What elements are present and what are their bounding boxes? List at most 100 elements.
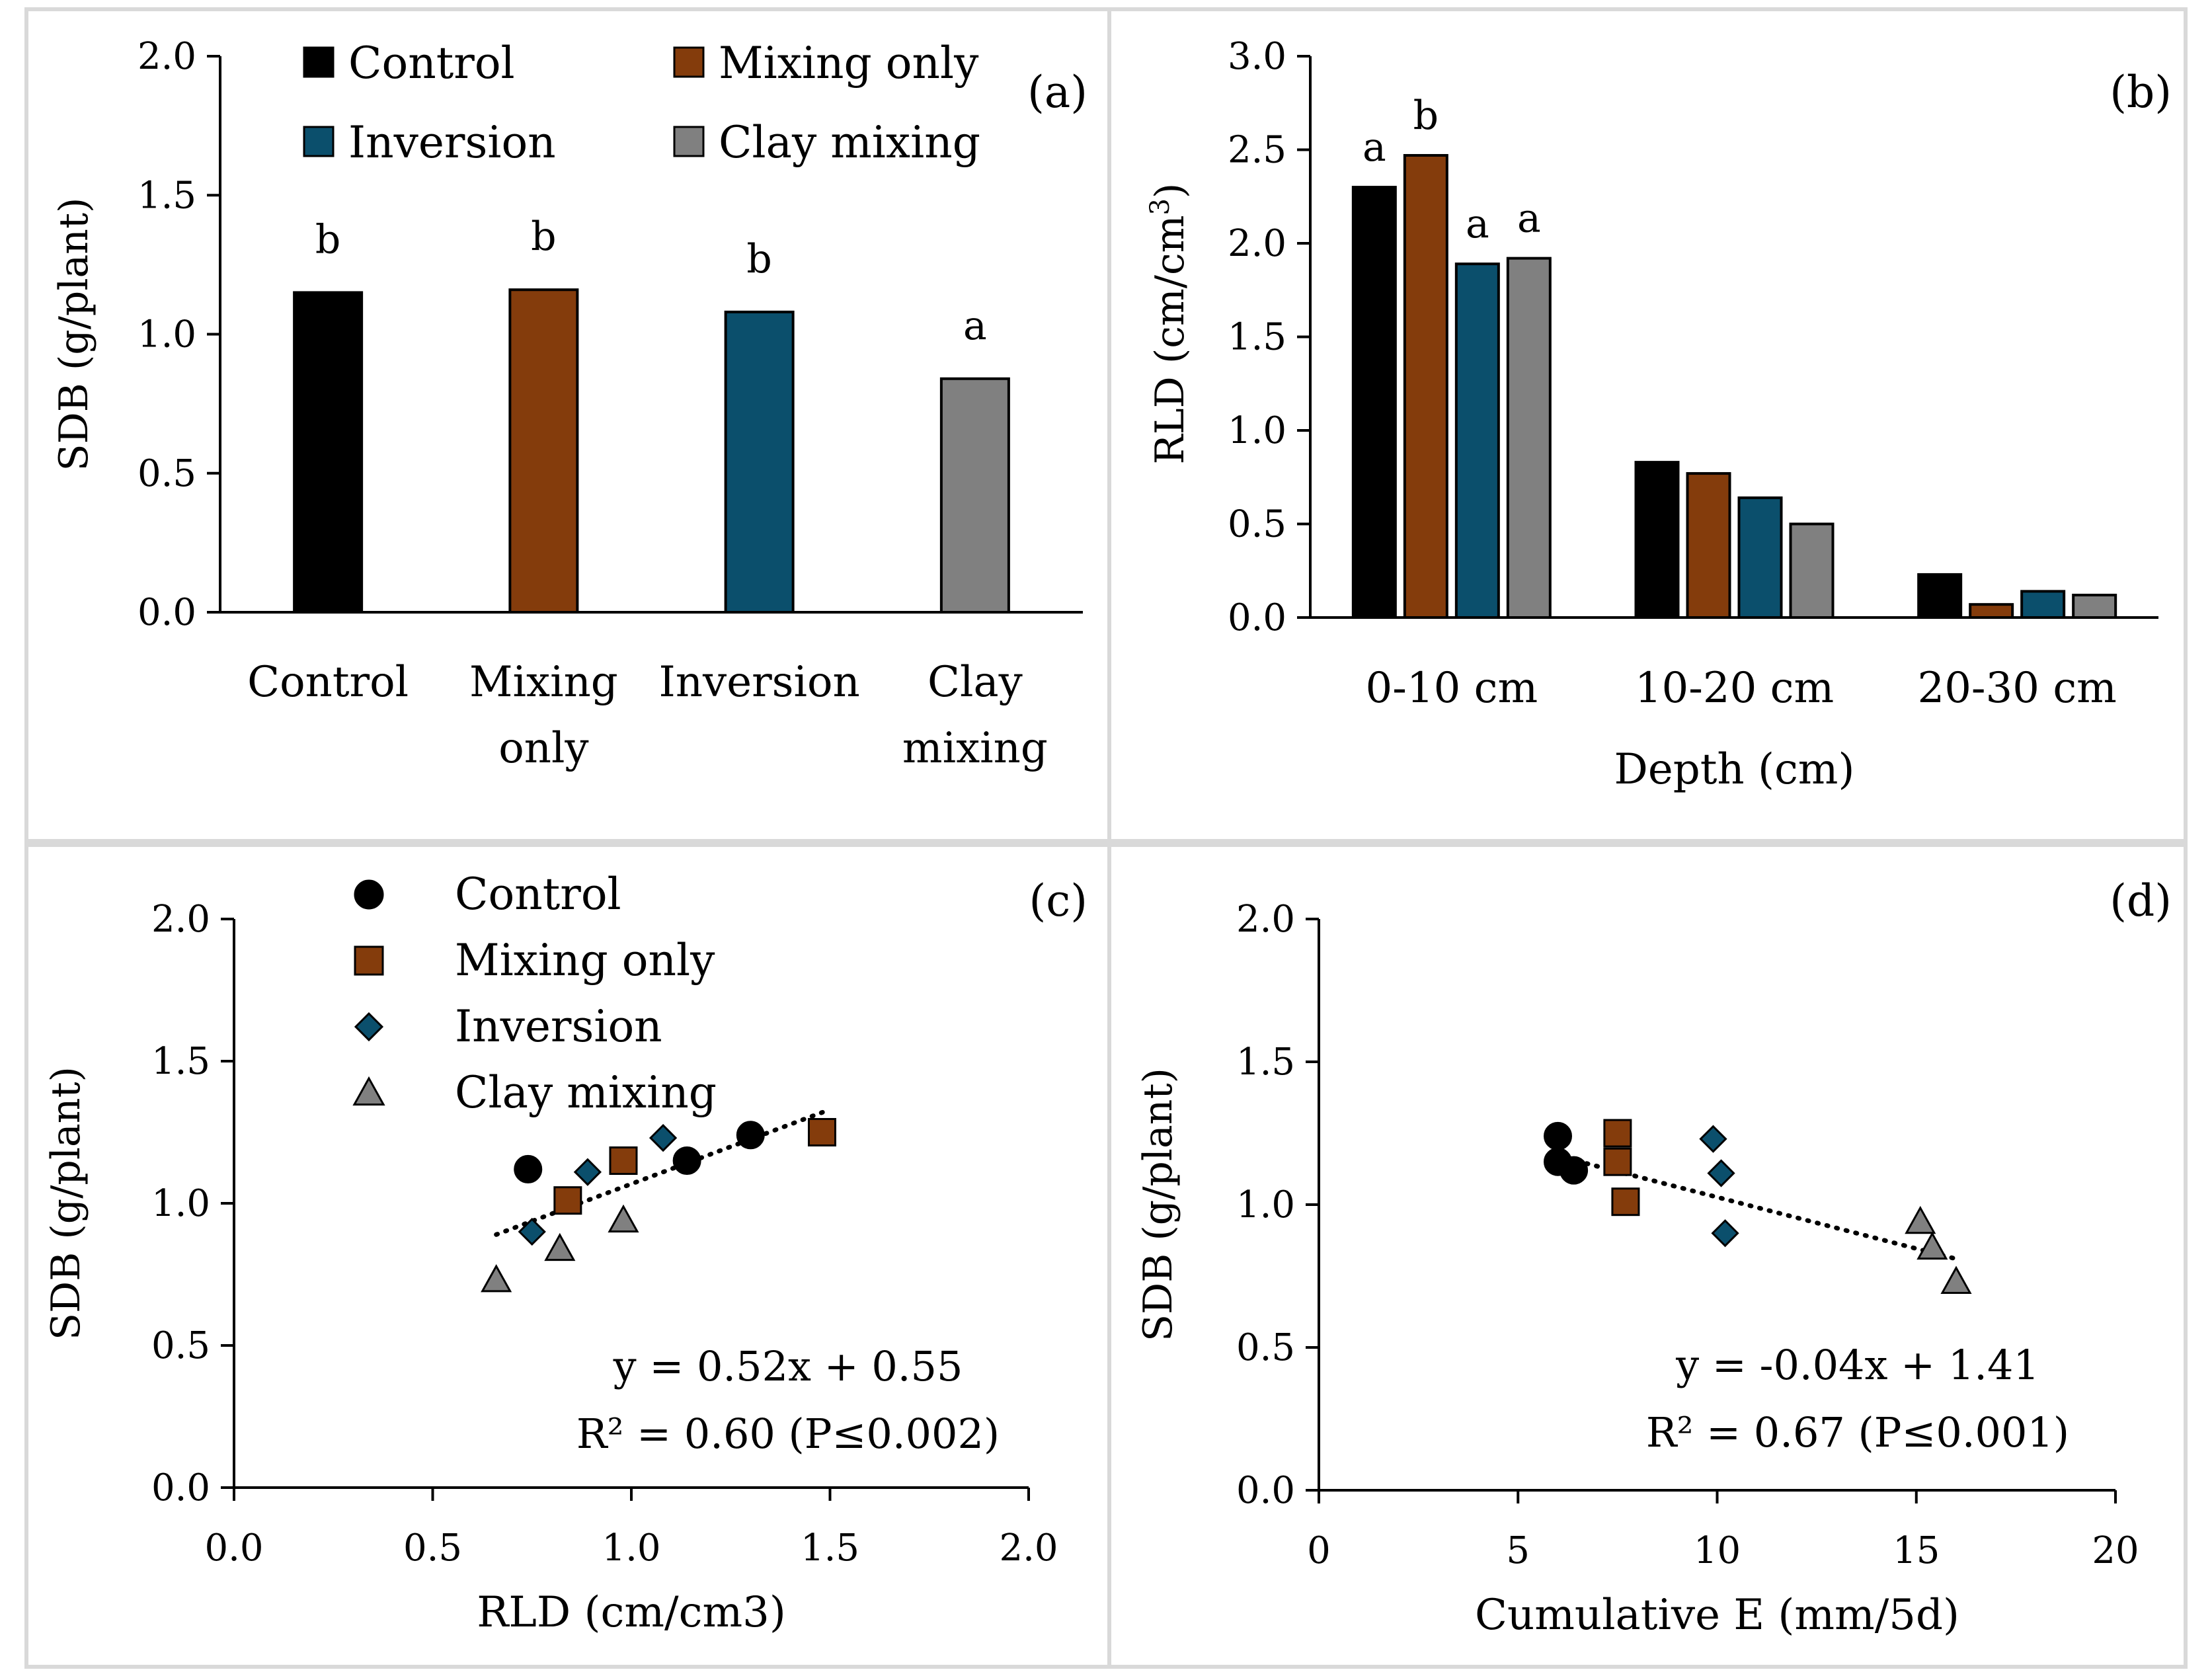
significance-letter: b	[1413, 93, 1439, 139]
x-category-label: 0-10 cm	[1366, 664, 1538, 713]
panel-b-y-tick-label: 1.0	[1228, 409, 1286, 452]
panel-c-r-squared: R² = 0.60 (P≤0.002)	[576, 1410, 1000, 1458]
panel-b-y-tick-label: 2.0	[1228, 222, 1286, 265]
panel-c-point-clay-mixing	[544, 1232, 576, 1261]
panel-c-y-tick-label: 1.5	[151, 1040, 210, 1083]
panel-c-point-control	[514, 1154, 543, 1183]
legend-marker-inversion	[354, 1012, 384, 1042]
x-category-label: mixing	[902, 724, 1048, 773]
significance-letter: b	[315, 216, 340, 262]
legend-swatch-clay-mixing	[673, 126, 705, 157]
legend-swatch-mixing-only	[673, 46, 705, 78]
x-category-label: 20-30 cm	[1917, 664, 2116, 713]
panel-a-y-tick-label: 0.5	[138, 452, 196, 495]
panel-d-point-clay-mixing	[1916, 1231, 1948, 1260]
panel-d-equation: y = -0.04x + 1.41	[1675, 1341, 2039, 1389]
significance-letter: b	[531, 214, 556, 260]
panel-c-x-tick-label: 0.0	[204, 1527, 263, 1570]
legend-marker-control	[354, 879, 384, 910]
panel-d-point-mixing-only	[1603, 1147, 1632, 1176]
panel-d-y-tick-label: 1.5	[1236, 1041, 1295, 1084]
legend-marker-clay-mixing	[352, 1076, 385, 1106]
panel-c-point-inversion	[518, 1217, 546, 1246]
significance-letter: b	[746, 236, 771, 282]
panel-d-point-inversion	[1699, 1125, 1727, 1153]
panel-b-x-axis-label: Depth (cm)	[1614, 745, 1855, 794]
panel-c-point-clay-mixing	[608, 1204, 639, 1233]
panel-c-equation: y = 0.52x + 0.55	[613, 1342, 963, 1390]
panel-d-point-mixing-only	[1603, 1119, 1632, 1148]
panel-c-trendline	[494, 1107, 832, 1237]
panel-b-y-tick-label: 0.5	[1228, 503, 1286, 546]
panel-d-point-inversion	[1711, 1219, 1739, 1248]
panel-d-point-clay-mixing	[1905, 1205, 1936, 1234]
bar-inversion	[1737, 496, 1783, 619]
panel-d-x-tick-label: 20	[2092, 1529, 2139, 1572]
x-category-label: 10-20 cm	[1635, 664, 1834, 713]
x-category-label: Control	[247, 658, 409, 707]
panel-b-y-tick-label: 0.0	[1228, 596, 1286, 639]
legend-swatch-inversion	[303, 126, 335, 157]
panel-c-x-tick-label: 1.5	[801, 1527, 859, 1570]
panel-label-b: (b)	[2110, 67, 2172, 118]
significance-letter: a	[1363, 124, 1386, 171]
bar-mixing-only	[508, 288, 579, 614]
panel-b-y-tick-label: 2.5	[1228, 129, 1286, 172]
legend-label: Mixing only	[719, 38, 979, 89]
panel-a-y-axis-label: SDB (g/plant)	[51, 198, 97, 471]
panel-c-x-tick-label: 0.5	[403, 1527, 462, 1570]
panel-d-x-tick-label: 10	[1694, 1529, 1741, 1572]
panel-d-scatter-chart: 0.0 0.5 1.0 1.5 2.0 0 5 10 15 20 Cumulative E (mm/…	[1135, 875, 2172, 1640]
panel-d-frame	[1107, 843, 2188, 1669]
panel-c-point-mixing-only	[807, 1118, 836, 1146]
bar-clay-mixing	[2072, 594, 2117, 619]
panel-c-x-tick-label: 1.0	[602, 1527, 660, 1570]
legend-label: Clay mixing	[455, 1067, 717, 1118]
panel-c-y-tick-label: 0.0	[151, 1466, 210, 1509]
x-category-label: Inversion	[659, 658, 860, 707]
bar-mixing-only	[1969, 603, 2014, 620]
legend-label: Control	[455, 869, 621, 920]
x-category-label: Mixing	[469, 658, 618, 707]
bar-control	[1351, 186, 1397, 620]
panel-c-x-tick-label: 2.0	[999, 1527, 1058, 1570]
panel-d-y-tick-label: 1.0	[1236, 1183, 1295, 1226]
panel-c-point-mixing-only	[609, 1146, 638, 1175]
panel-d-point-mixing-only	[1611, 1187, 1640, 1217]
bar-clay-mixing	[1506, 257, 1552, 619]
bar-control	[293, 291, 364, 614]
panel-d-y-tick-label: 0.5	[1236, 1326, 1295, 1369]
significance-letter: a	[1517, 196, 1541, 242]
panel-d-x-tick-label: 5	[1506, 1529, 1530, 1572]
panel-b-y-tick-label: 1.5	[1228, 316, 1286, 359]
panel-d-r-squared: R² = 0.67 (P≤0.001)	[1646, 1408, 2069, 1457]
panel-c-x-axis-label: RLD (cm/cm3)	[477, 1588, 786, 1637]
panel-d-point-clay-mixing	[1940, 1265, 1972, 1294]
legend-label: Inversion	[455, 1001, 662, 1052]
bar-clay-mixing	[1789, 522, 1835, 619]
panel-c-point-control	[736, 1121, 765, 1150]
legend-label: Mixing only	[455, 935, 715, 986]
x-category-label: only	[498, 724, 588, 773]
panel-d-x-tick-label: 15	[1893, 1529, 1940, 1572]
panel-c-point-clay-mixing	[481, 1264, 512, 1293]
bar-control	[1917, 573, 1963, 619]
panel-b-y-axis-label: RLD (cm/cm3)	[1145, 183, 1193, 465]
bar-control	[1634, 461, 1680, 619]
panel-d-y-tick-label: 0.0	[1236, 1469, 1295, 1512]
panel-label-a: (a)	[1027, 67, 1087, 118]
panel-d-point-control	[1544, 1121, 1572, 1150]
panel-label-c: (c)	[1029, 875, 1087, 926]
panel-a-y-tick-label: 2.0	[138, 35, 196, 78]
x-category-label: Clay	[928, 658, 1023, 707]
panel-d-y-tick-label: 2.0	[1236, 898, 1295, 941]
panel-c-point-mixing-only	[553, 1186, 582, 1215]
panel-c-scatter-chart: 0.0 0.5 1.0 1.5 2.0 0.0 0.5 1.0 1.5 2.0 RLD (cm/cm…	[43, 869, 1087, 1637]
significance-letter: a	[1466, 201, 1489, 247]
bar-mixing-only	[1686, 472, 1731, 620]
panel-c-point-inversion	[573, 1158, 602, 1186]
bar-clay-mixing	[939, 377, 1010, 614]
panel-c-y-tick-label: 2.0	[151, 898, 210, 941]
legend-marker-mixing-only	[354, 945, 384, 976]
